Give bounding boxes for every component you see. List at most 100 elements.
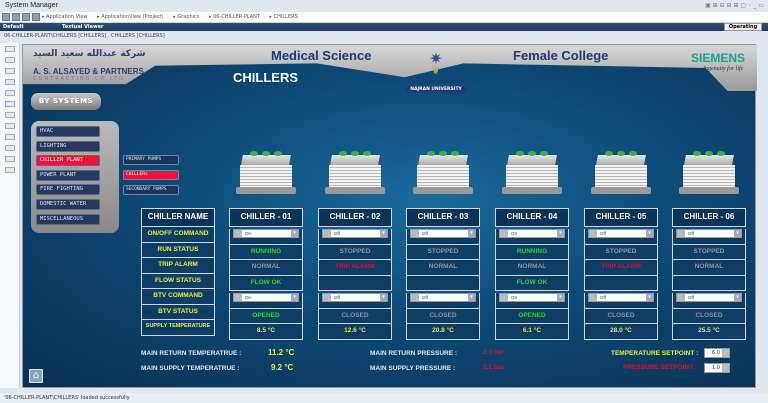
- spinner-icon[interactable]: [722, 364, 729, 372]
- edit-icon[interactable]: [589, 230, 597, 237]
- btv-command-dropdown[interactable]: On ▾: [233, 293, 299, 302]
- system-button-miscellaneous[interactable]: MISCELLANEOUS: [36, 213, 100, 225]
- zoom-out-icon[interactable]: [4, 68, 15, 74]
- system-button-chiller-plant[interactable]: CHILLER PLANT: [36, 155, 100, 167]
- onoff-command-dropdown[interactable]: On ▾: [233, 229, 299, 238]
- breadcrumb-item[interactable]: 06-CHILLER-PLANT: [213, 14, 260, 20]
- edit-icon[interactable]: [500, 294, 508, 301]
- spinner-icon[interactable]: [722, 349, 729, 357]
- chiller-column: CHILLER - 02 Off ▾ STOPPED TRIP ALARM Off ▾ CLO…: [318, 208, 392, 340]
- chiller-unit-image[interactable]: [413, 151, 473, 196]
- edit-icon[interactable]: [234, 230, 242, 237]
- fan-icon: [250, 151, 258, 156]
- subsystem-button-secondary-pumps[interactable]: SECONDARY PUMPS: [123, 185, 179, 195]
- back-icon[interactable]: [2, 13, 10, 21]
- grid-icon[interactable]: [4, 123, 15, 129]
- chiller-unit-image[interactable]: [325, 151, 385, 196]
- system-button-fire-fighting[interactable]: FIRE FIGHTING: [36, 184, 100, 196]
- edit-icon[interactable]: [234, 294, 242, 301]
- chevron-down-icon[interactable]: ▾: [380, 230, 387, 237]
- chevron-down-icon[interactable]: ▾: [468, 294, 475, 301]
- temperature-setpoint-input[interactable]: 6.0: [704, 348, 730, 358]
- onoff-command-dropdown[interactable]: Off ▾: [588, 229, 654, 238]
- fan-icon: [617, 151, 625, 156]
- row-label: BTV COMMAND: [141, 289, 215, 305]
- supply-temperature: 8.5 °C: [229, 324, 303, 340]
- onoff-command-dropdown[interactable]: Off ▾: [322, 229, 388, 238]
- edit-icon[interactable]: [500, 230, 508, 237]
- favorite-icon[interactable]: [32, 13, 40, 21]
- chevron-down-icon[interactable]: ▾: [646, 294, 653, 301]
- run-status: STOPPED: [584, 244, 658, 260]
- breadcrumb-item[interactable]: Graphics: [177, 14, 200, 20]
- trip-alarm: NORMAL: [406, 260, 480, 276]
- pen-icon[interactable]: [4, 46, 15, 52]
- chevron-down-icon[interactable]: ▾: [734, 230, 741, 237]
- row-label: RUN STATUS: [141, 242, 215, 258]
- chevron-down-icon[interactable]: ▾: [557, 230, 564, 237]
- edit-icon[interactable]: [677, 294, 685, 301]
- chevron-down-icon[interactable]: ▾: [557, 294, 564, 301]
- btv-status: CLOSED: [318, 308, 392, 324]
- btv-command-dropdown[interactable]: Off ▾: [588, 293, 654, 302]
- edit-icon[interactable]: [323, 294, 331, 301]
- chiller-unit-image[interactable]: [502, 151, 562, 196]
- edit-icon[interactable]: [411, 230, 419, 237]
- zoom-in-icon[interactable]: [4, 57, 15, 63]
- breadcrumb-item[interactable]: CHILLERS: [273, 14, 298, 20]
- window-controls[interactable]: ▣ ⊞ ⊟ ⊟ ⊞ ▢ ◦ _ ▭: [705, 2, 764, 9]
- tab-textual-viewer[interactable]: Textual Viewer: [62, 24, 104, 30]
- print-icon[interactable]: [4, 167, 15, 173]
- zoom-fit-icon[interactable]: [4, 79, 15, 85]
- chiller-column: CHILLER - 05 Off ▾ STOPPED TRIP ALARM Off ▾ CLO…: [584, 208, 658, 340]
- chiller-unit-image[interactable]: [236, 151, 296, 196]
- system-button-power-plant[interactable]: POWER PLANT: [36, 169, 100, 181]
- search-icon[interactable]: [4, 101, 15, 107]
- btv-command-dropdown[interactable]: On ▾: [499, 293, 565, 302]
- select-icon[interactable]: [4, 90, 15, 96]
- edit-icon[interactable]: [589, 294, 597, 301]
- fan-icon: [427, 151, 435, 156]
- onoff-command-value: On: [511, 231, 518, 236]
- tab-default[interactable]: Default: [3, 24, 24, 30]
- btv-command-dropdown[interactable]: Off ▾: [410, 293, 476, 302]
- subsystem-button-primary-pumps[interactable]: PRIMARY PUMPS: [123, 155, 179, 165]
- main-supply-temp-value: 9.2 °C: [271, 363, 294, 372]
- chevron-down-icon[interactable]: ▾: [468, 230, 475, 237]
- subsystem-button-chillers[interactable]: CHILLERs: [123, 170, 179, 180]
- by-systems-button[interactable]: BY SYSTEMS: [31, 93, 101, 110]
- breadcrumb-item[interactable]: Application View: [46, 14, 88, 20]
- chevron-down-icon[interactable]: ▾: [291, 294, 298, 301]
- status-bar: '06-CHILLER-PLANT\CHILLERS' loaded succe…: [0, 393, 768, 403]
- btv-command-dropdown[interactable]: Off ▾: [676, 293, 742, 302]
- chiller-unit-image[interactable]: [679, 151, 739, 196]
- home-nav-icon[interactable]: [22, 13, 30, 21]
- btv-command-cell: On ▾: [229, 293, 303, 309]
- chevron-down-icon[interactable]: ▾: [646, 230, 653, 237]
- pressure-setpoint-input[interactable]: 1.0: [704, 363, 730, 373]
- system-button-lighting[interactable]: LIGHTING: [36, 140, 100, 152]
- trip-alarm: TRIP ALARM: [318, 260, 392, 276]
- pressure-setpoint-value: 1.0: [712, 365, 720, 371]
- edit-icon[interactable]: [677, 230, 685, 237]
- chevron-down-icon[interactable]: ▾: [380, 294, 387, 301]
- breadcrumb-item[interactable]: ApplicationView (Project): [101, 14, 164, 20]
- list-icon[interactable]: [4, 134, 15, 140]
- page-icon[interactable]: [4, 156, 15, 162]
- onoff-command-dropdown[interactable]: Off ▾: [410, 229, 476, 238]
- chevron-down-icon[interactable]: ▾: [734, 294, 741, 301]
- forward-icon[interactable]: [12, 13, 20, 21]
- btv-command-dropdown[interactable]: Off ▾: [322, 293, 388, 302]
- chiller-unit-image[interactable]: [591, 151, 651, 196]
- edit-icon[interactable]: [323, 230, 331, 237]
- fan-icon: [439, 151, 447, 156]
- home-button[interactable]: ⌂: [29, 369, 43, 383]
- layers-icon[interactable]: [4, 112, 15, 118]
- system-button-hvac[interactable]: HVAC: [36, 126, 100, 137]
- onoff-command-dropdown[interactable]: Off ▾: [676, 229, 742, 238]
- edit-icon[interactable]: [411, 294, 419, 301]
- onoff-command-dropdown[interactable]: On ▾: [499, 229, 565, 238]
- chevron-down-icon[interactable]: ▾: [291, 230, 298, 237]
- comment-icon[interactable]: [4, 145, 15, 151]
- system-button-domestic-water[interactable]: DOMESTIC WATER: [36, 198, 100, 210]
